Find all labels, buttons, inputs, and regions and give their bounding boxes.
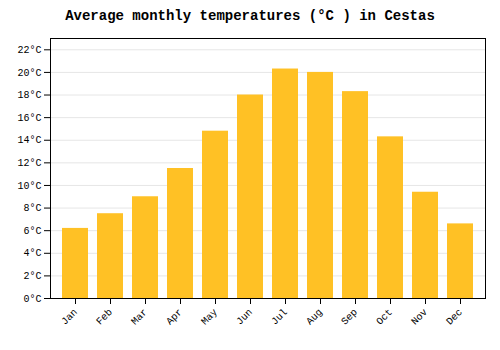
svg-text:16°C: 16°C	[17, 113, 41, 124]
svg-text:Jul: Jul	[269, 307, 290, 328]
svg-text:Apr: Apr	[164, 307, 185, 328]
svg-text:18°C: 18°C	[17, 90, 41, 101]
svg-text:May: May	[199, 307, 220, 328]
svg-text:14°C: 14°C	[17, 135, 41, 146]
svg-text:22°C: 22°C	[17, 45, 41, 56]
svg-text:6°C: 6°C	[23, 226, 41, 237]
svg-text:20°C: 20°C	[17, 68, 41, 79]
svg-text:Sep: Sep	[339, 307, 360, 328]
svg-text:Oct: Oct	[374, 307, 395, 328]
svg-text:12°C: 12°C	[17, 158, 41, 169]
html-text:Average monthly temperatures (: Average monthly temperatures (°C ) in Ce…	[65, 8, 435, 24]
svg-text:2°C: 2°C	[23, 271, 41, 282]
svg-text:8°C: 8°C	[23, 203, 41, 214]
svg-text:Jan: Jan	[59, 307, 80, 328]
svg-text:Nov: Nov	[409, 307, 430, 328]
svg-text:4°C: 4°C	[23, 248, 41, 259]
svg-text:Feb: Feb	[94, 307, 115, 328]
svg-text:10°C: 10°C	[17, 181, 41, 192]
svg-text:Jun: Jun	[234, 307, 255, 328]
svg-text:Mar: Mar	[129, 307, 150, 328]
svg-text:Dec: Dec	[444, 307, 465, 328]
svg-text:0°C: 0°C	[23, 294, 41, 305]
svg-text:Aug: Aug	[304, 307, 325, 328]
